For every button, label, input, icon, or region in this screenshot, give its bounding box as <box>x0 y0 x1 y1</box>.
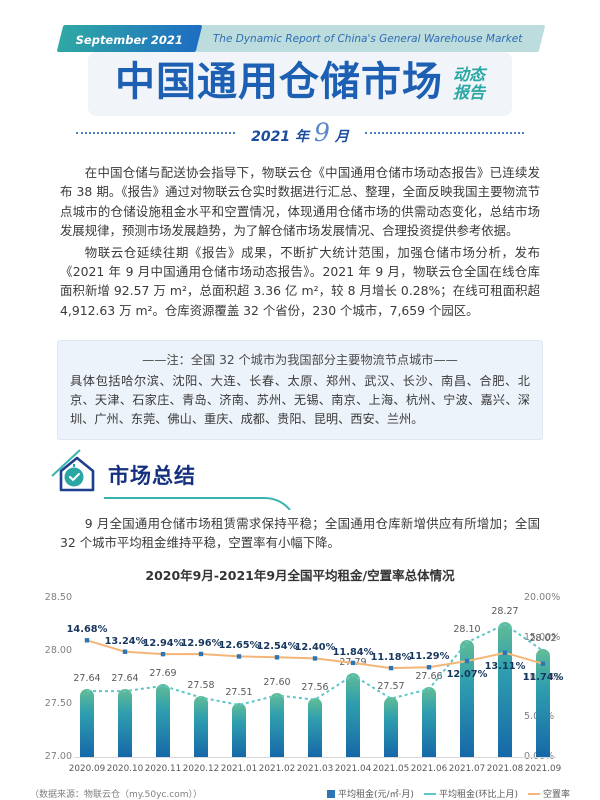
rent-value-label: 28.10 <box>453 624 481 636</box>
left-axis-tick: 27.50 <box>44 698 72 709</box>
intro-paragraph-2: 物联云仓延续往期《报告》成果，不断扩大统计范围，加强仓储市场分析，发布《2021… <box>60 244 540 318</box>
page-title: 中国通用仓储市场 <box>114 59 443 105</box>
rent-value-label: 27.69 <box>149 667 177 679</box>
chart-legend-row: （数据来源：物联云仓（my.50yc.com）） 平均租金(元/㎡·月) 平均租金(… <box>30 787 570 800</box>
vacancy-marker <box>84 638 90 643</box>
vacancy-marker <box>122 649 128 654</box>
date-unit: 月 <box>334 129 349 145</box>
rent-value-label: 27.64 <box>73 673 101 685</box>
right-axis-tick: 20.00% <box>524 592 561 603</box>
rent-value-label: 27.51 <box>225 686 253 698</box>
title-row: 中国通用仓储市场 动态 报告 <box>0 56 600 108</box>
title-suffix-line2: 报告 <box>452 83 485 102</box>
date-year: 2021 年 <box>251 129 309 145</box>
vacancy-marker <box>312 656 318 661</box>
title-suffix: 动态 报告 <box>452 64 485 103</box>
note-city-list: 具体包括哈尔滨、沈阳、大连、长春、太原、郑州、武汉、长沙、南昌、合肥、北京、天津… <box>70 374 530 426</box>
warehouse-gauge-icon <box>59 456 95 492</box>
report-date: 2021 年 9 月 <box>251 120 349 146</box>
legend-item: 平均租金(环比上月) <box>423 787 518 800</box>
vacancy-value-label: 11.29% <box>408 651 450 663</box>
intro-paragraph-1: 在中国仓储与配送协会指导下，物联云仓《中国通用仓储市场动态报告》已连续发布 38… <box>60 165 540 239</box>
legend-item: 空置率 <box>527 787 570 800</box>
vacancy-marker <box>160 651 166 657</box>
left-axis-tick: 28.50 <box>44 592 72 603</box>
market-summary-header: 市场总结 <box>51 448 352 510</box>
chart-title: 2020年9月-2021年9月全国平均租金/空置率总体情况 <box>145 568 455 583</box>
bar-2021.08 <box>498 622 512 757</box>
legend-swatch-icon <box>327 789 336 798</box>
rent-value-label: 28.27 <box>491 606 519 618</box>
vacancy-marker <box>274 655 280 660</box>
chart-baseline <box>74 757 556 758</box>
x-axis-label: 2021.06 <box>410 764 448 774</box>
month-badge-label: September 2021 <box>75 33 183 47</box>
chart-data-source: （数据来源：物联云仓（my.50yc.com）） <box>30 790 202 800</box>
x-axis-label: 2021.02 <box>258 764 296 774</box>
legend-label: 平均租金(元/㎡·月) <box>338 790 414 800</box>
x-axis-label: 2021.04 <box>334 764 372 774</box>
vacancy-marker <box>426 665 432 670</box>
dotted-divider-left <box>76 132 236 134</box>
legend-item: 平均租金(元/㎡·月) <box>327 787 414 800</box>
summary-section: 9 月全国通用仓储市场租赁需求保持平稳；全国通用仓库新增供应有所增加；全国 32… <box>60 514 540 553</box>
bar-2020.12 <box>194 695 208 757</box>
vacancy-marker <box>236 654 242 659</box>
note-box: ——注：全国 32 个城市为我国部分主要物流节点城市—— 具体包括哈尔滨、沈阳、… <box>57 340 543 440</box>
rent-value-label: 28.02 <box>529 632 557 644</box>
date-month: 9 <box>313 118 330 147</box>
legend-items: 平均租金(元/㎡·月) 平均租金(环比上月) 空置率 <box>327 787 570 800</box>
bar-2020.10 <box>118 689 132 757</box>
bar-2020.11 <box>156 683 170 757</box>
subtitle-strip: The Dynamic Report of China's General Wa… <box>191 25 546 52</box>
x-axis-label: 2021.07 <box>448 764 486 774</box>
left-axis-tick: 27.00 <box>44 751 72 762</box>
intro-section: 在中国仓储与配送协会指导下，物联云仓《中国通用仓储市场动态报告》已连续发布 38… <box>60 163 540 320</box>
legend-swatch-icon <box>527 792 540 795</box>
x-axis-label: 2020.09 <box>68 764 106 774</box>
summary-paragraph: 9 月全国通用仓储市场租赁需求保持平稳；全国通用仓库新增供应有所增加；全国 32… <box>60 516 540 551</box>
x-axis-label: 2021.09 <box>524 764 562 774</box>
bar-2021.04 <box>346 673 360 757</box>
date-row: 2021 年 9 月 <box>60 120 540 146</box>
header-row: September 2021 The Dynamic Report of Chi… <box>56 25 546 52</box>
left-axis-tick: 28.00 <box>44 645 72 656</box>
bar-2021.05 <box>384 696 398 757</box>
bar-2021.07 <box>460 640 474 757</box>
rent-vacancy-chart: 2020年9月-2021年9月全国平均租金/空置率总体情况 28.50 28.00… <box>30 560 570 800</box>
x-axis-label: 2020.12 <box>182 764 220 774</box>
dotted-divider-right <box>364 132 524 134</box>
month-badge: September 2021 <box>56 25 203 52</box>
legend-label: 空置率 <box>542 790 570 800</box>
vacancy-value-label: 14.68% <box>66 624 108 636</box>
x-axis-label: 2021.01 <box>220 764 258 774</box>
title-suffix-line1: 动态 <box>452 64 485 84</box>
vacancy-value-label: 13.11% <box>484 660 526 672</box>
bar-2021.06 <box>422 687 436 757</box>
title-background-panel <box>88 52 512 116</box>
bar-2020.09 <box>80 689 94 757</box>
bar-2021.01 <box>232 702 246 757</box>
bar-2021.02 <box>270 693 284 757</box>
x-axis-label: 2020.11 <box>144 764 182 774</box>
rent-value-label: 27.57 <box>377 680 405 692</box>
x-axis-label: 2021.05 <box>372 764 410 774</box>
rent-value-label: 27.56 <box>301 681 329 693</box>
legend-swatch-icon <box>423 792 436 795</box>
x-axis-label: 2021.08 <box>486 764 524 774</box>
vacancy-marker <box>198 651 204 657</box>
x-axis-label: 2020.10 <box>106 764 144 774</box>
bar-2021.03 <box>308 697 322 757</box>
subtitle-text: The Dynamic Report of China's General Wa… <box>213 32 523 45</box>
note-title: ——注：全国 32 个城市为我国部分主要物流节点城市—— <box>142 353 458 367</box>
section-title: 市场总结 <box>108 464 196 488</box>
x-axis-label: 2021.03 <box>296 764 334 774</box>
section-decoration-lines <box>51 449 291 510</box>
legend-label: 平均租金(环比上月) <box>438 790 518 800</box>
vacancy-marker <box>388 665 394 671</box>
bar-2021.09 <box>536 648 550 757</box>
vacancy-value-label: 11.74% <box>522 671 564 683</box>
